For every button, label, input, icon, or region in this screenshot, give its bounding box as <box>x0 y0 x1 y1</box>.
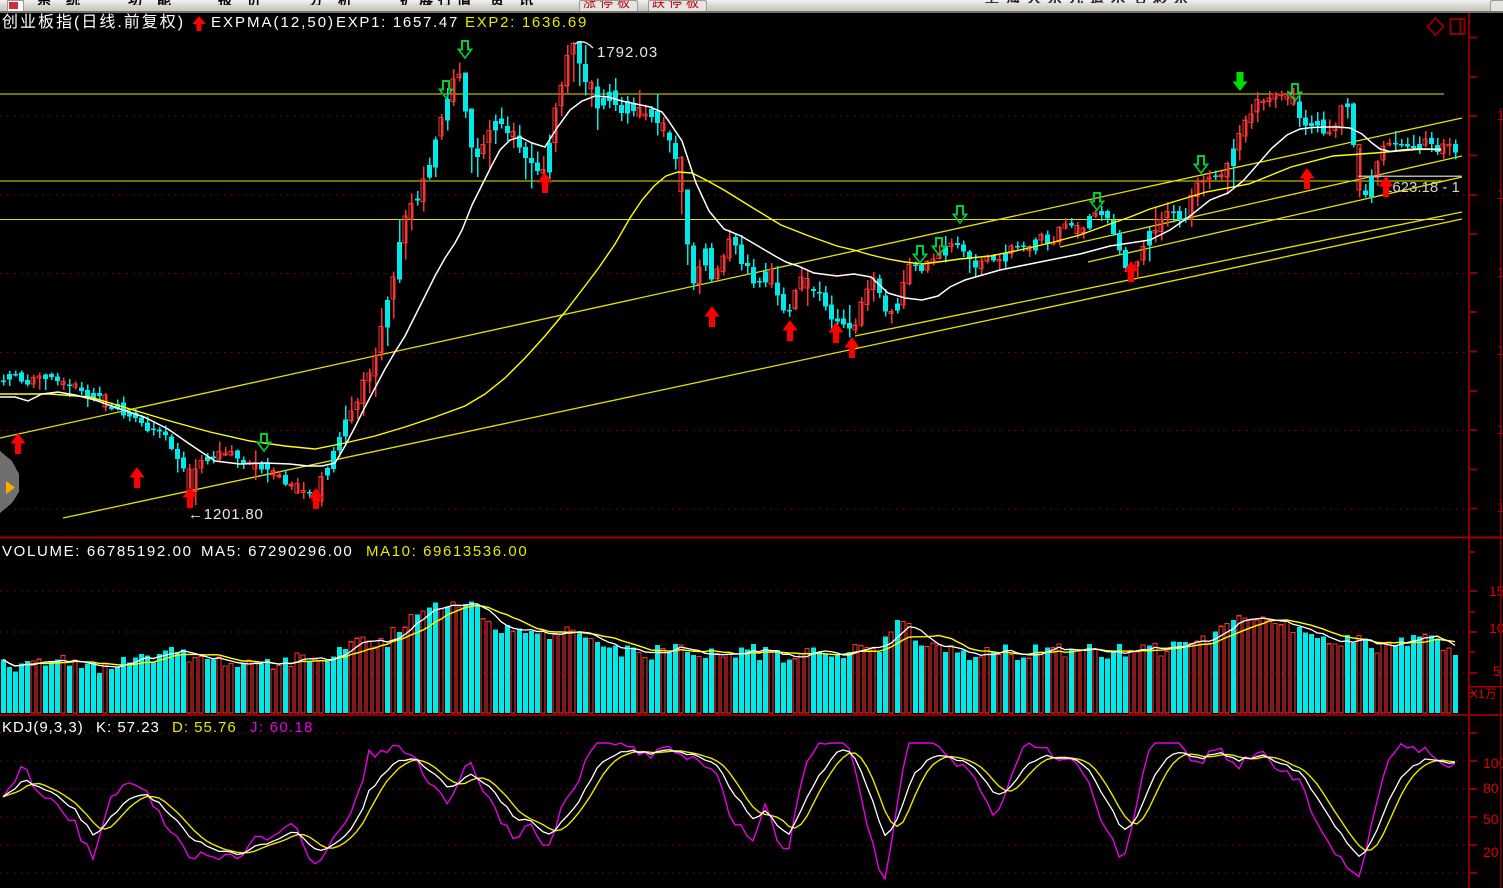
svg-text:5: 5 <box>1493 663 1501 679</box>
svg-text:创业板指(日线.前复权): 创业板指(日线.前复权) <box>2 13 185 31</box>
svg-text:EXP1: 1657.47: EXP1: 1657.47 <box>336 14 459 31</box>
svg-text:100: 100 <box>1483 755 1503 771</box>
svg-text:←1201.80: ←1201.80 <box>188 506 264 523</box>
svg-text:15: 15 <box>1489 583 1503 599</box>
svg-text:K: 57.23: K: 57.23 <box>96 719 160 736</box>
svg-text:J: 60.18: J: 60.18 <box>250 719 314 736</box>
svg-text:MA10: 69613536.00: MA10: 69613536.00 <box>366 543 528 560</box>
svg-text:80: 80 <box>1483 780 1499 796</box>
svg-text:EXPMA(12,50): EXPMA(12,50) <box>211 14 335 31</box>
svg-text:MA5: 67290296.00: MA5: 67290296.00 <box>201 543 353 560</box>
svg-text:KDJ(9,3,3): KDJ(9,3,3) <box>2 719 84 736</box>
svg-text:D: 55.76: D: 55.76 <box>172 719 237 736</box>
svg-text:1792.03: 1792.03 <box>597 44 658 61</box>
svg-text:EXP2: 1636.69: EXP2: 1636.69 <box>465 14 588 31</box>
svg-text:1623.18 - 1: 1623.18 - 1 <box>1384 179 1460 196</box>
svg-text:VOLUME: 66785192.00: VOLUME: 66785192.00 <box>2 543 193 560</box>
svg-text:20: 20 <box>1483 844 1499 860</box>
svg-text:50: 50 <box>1483 811 1499 827</box>
svg-text:10: 10 <box>1489 620 1503 636</box>
svg-text:X1万: X1万 <box>1470 687 1497 701</box>
